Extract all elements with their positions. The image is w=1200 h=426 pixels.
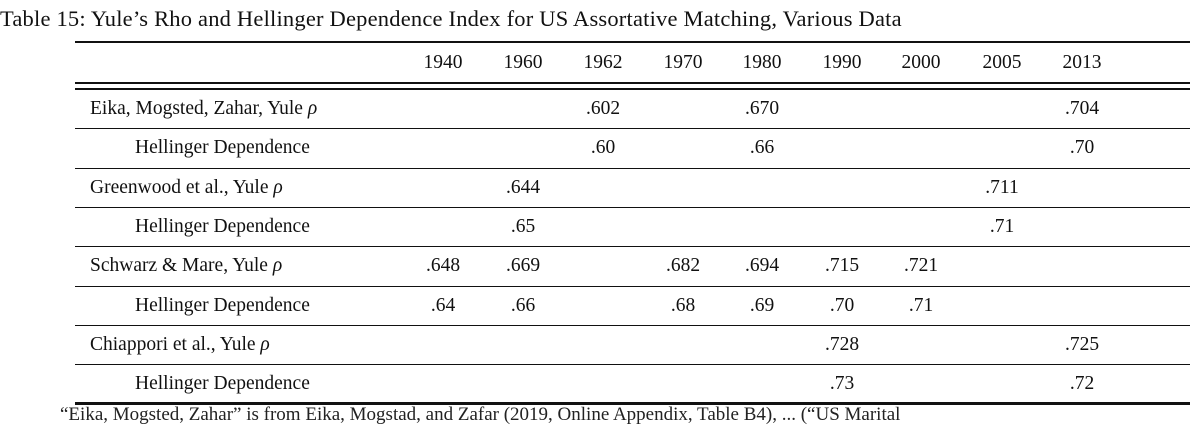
table-cell: .728 <box>824 333 860 355</box>
table-cell: .670 <box>744 98 780 119</box>
column-header: 1980 <box>742 51 782 73</box>
column-header: 1970 <box>663 51 703 73</box>
header-double-rule-2 <box>75 88 1190 90</box>
table-cell: .721 <box>903 255 939 277</box>
column-header: 2000 <box>901 51 941 73</box>
table-cell: .65 <box>510 215 536 237</box>
row-divider <box>75 206 1190 208</box>
table-cell: .72 <box>1069 373 1095 395</box>
table-cell: .70 <box>1069 137 1095 159</box>
table-cell: .71 <box>908 294 934 316</box>
row-divider <box>75 324 1190 326</box>
row-label: Eika, Mogsted, Zahar, Yule ρ <box>90 98 318 119</box>
table-cell: .682 <box>665 255 701 277</box>
column-header: 2005 <box>982 51 1022 73</box>
column-header: 1962 <box>583 51 623 73</box>
row-label: Hellinger Dependence <box>135 137 310 159</box>
table-cell: .648 <box>425 255 461 277</box>
table-row: Chiappori et al., Yule ρ .728 .725 <box>75 325 1190 364</box>
row-label: Hellinger Dependence <box>135 294 310 316</box>
row-label: Hellinger Dependence <box>135 215 310 237</box>
table-cell: .66 <box>749 137 775 159</box>
header-double-rule-1 <box>75 82 1190 84</box>
row-label: Greenwood et al., Yule ρ <box>90 176 283 198</box>
row-divider <box>75 167 1190 169</box>
header-row: 1940 1960 1962 1970 1980 1990 2000 2005 2013 <box>75 43 1190 82</box>
top-rule <box>75 41 1190 43</box>
table-cell: .68 <box>670 294 696 316</box>
table-cell: .711 <box>985 176 1019 198</box>
column-header: 1990 <box>822 51 862 73</box>
table-cell: .704 <box>1064 98 1100 119</box>
table-row: Hellinger Dependence .73 .72 <box>75 365 1190 404</box>
table-cell: .64 <box>430 294 456 316</box>
table-cell: .60 <box>590 137 616 159</box>
table-cell: .602 <box>585 98 621 119</box>
table-cell: .66 <box>510 294 536 316</box>
bottom-rule <box>75 402 1190 405</box>
row-label: Chiappori et al., Yule ρ <box>90 333 270 355</box>
row-divider <box>75 285 1190 287</box>
row-divider <box>75 364 1190 366</box>
table-row: Hellinger Dependence .64 .66 .68 .69 .70 .71 <box>75 286 1190 325</box>
table-cell: .669 <box>505 255 541 277</box>
table-cell: .725 <box>1064 333 1100 355</box>
table-row: Hellinger Dependence .60 .66 .70 <box>75 129 1190 168</box>
table-cell: .694 <box>744 255 780 277</box>
table-cell: .70 <box>829 294 855 316</box>
footnote: “Eika, Mogsted, Zahar” is from Eika, Mog… <box>60 404 901 425</box>
table-cell: .715 <box>824 255 860 277</box>
row-divider <box>75 128 1190 130</box>
table-caption: Table 15: Yule’s Rho and Hellinger Depen… <box>0 6 902 31</box>
table-row: Eika, Mogsted, Zahar, Yule ρ .602 .670 .704 <box>75 90 1190 129</box>
column-header: 2013 <box>1062 51 1102 73</box>
table-cell: .69 <box>749 294 775 316</box>
row-label: Schwarz & Mare, Yule ρ <box>90 255 283 277</box>
table-cell: .73 <box>829 373 855 395</box>
table-row: Hellinger Dependence .65 .71 <box>75 207 1190 246</box>
table-cell: .71 <box>989 215 1015 237</box>
row-divider <box>75 246 1190 248</box>
table-row: Greenwood et al., Yule ρ .644 .711 <box>75 168 1190 207</box>
row-label: Hellinger Dependence <box>135 373 310 395</box>
table-cell: .644 <box>505 176 541 198</box>
column-header: 1960 <box>503 51 543 73</box>
table-row: Schwarz & Mare, Yule ρ .648 .669 .682 .694 .7… <box>75 247 1190 286</box>
column-header: 1940 <box>423 51 463 73</box>
